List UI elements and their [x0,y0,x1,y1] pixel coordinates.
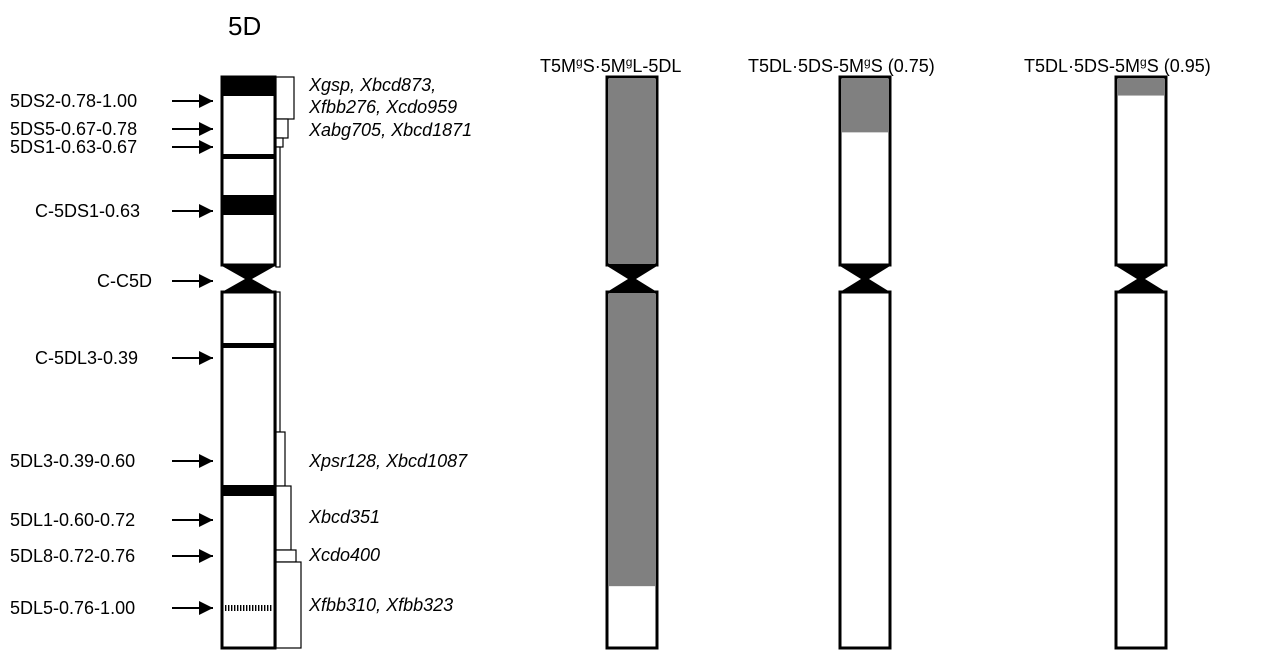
marker-label: Xabg705, Xbcd1871 [308,120,472,140]
ref-band-2 [222,154,275,159]
chromosome-title: T5DL·5DS-5MgS (0.75) [748,55,935,76]
bin-label: C-5DS1-0.63 [35,201,140,221]
short-arm-outline [605,75,659,267]
bin-label: 5DS1-0.63-0.67 [10,137,137,157]
bin-bar-5DL3 [275,431,286,487]
marker-label: Xcdo400 [308,545,380,565]
main-title: 5D [228,11,261,41]
chromosome-title: T5MgS·5MgL-5DL [540,55,681,76]
alien-segment-short [609,79,655,263]
ref-band-4 [222,343,275,348]
long-arm [1114,290,1168,650]
bin-label: 5DS5-0.67-0.78 [10,119,137,139]
marker-label: Xpsr128, Xbcd1087 [308,451,468,471]
bin-bar-5DS2 [275,76,295,120]
bin-bar-5DL1 [275,485,292,551]
short-arm-outline [838,75,892,267]
marker-label: Xgsp, Xbcd873, [308,75,436,95]
bin-labels: 5DS2-0.78-1.00 5DS5-0.67-0.78 5DS1-0.63-… [10,91,213,618]
alien-segment-short [842,79,888,133]
short-arm [1114,75,1168,267]
bin-bar-5DS5 [275,118,289,139]
centromere [840,266,890,292]
ref-centromere [222,266,275,292]
bin-label: C-5DL3-0.39 [35,348,138,368]
ref-band-hatched [224,605,273,611]
centromere [607,266,657,292]
bin-label: 5DL3-0.39-0.60 [10,451,135,471]
ref-band-3 [222,195,275,215]
bin-label: 5DL8-0.72-0.76 [10,546,135,566]
bin-bar-C-5DL3 [275,291,281,433]
bin-label: C-C5D [97,271,152,291]
ref-long-arm [220,290,277,650]
reference-chromosome [220,75,277,650]
ref-band-5 [222,485,275,496]
bin-bar-C-5DS1 [275,146,281,268]
marker-label: Xfbb310, Xfbb323 [308,595,453,615]
ref-short-arm [220,75,277,267]
marker-label: Xbcd351 [308,507,380,527]
bin-label: 5DL5-0.76-1.00 [10,598,135,618]
translocation-chromosome [838,75,892,650]
bin-bar-5DS1 [275,137,284,148]
long-arm-outline [605,290,659,650]
short-arm-outline [1114,75,1168,267]
long-arm [838,290,892,650]
marker-labels: Xgsp, Xbcd873, Xfbb276, Xcdo959 Xabg705,… [308,75,472,615]
deletion-bins [275,76,302,649]
bin-bar-5DL5 [275,561,302,649]
translocation-chromosome [605,75,659,650]
ref-band-1 [222,77,275,96]
alien-segment-long [609,294,655,587]
marker-label: Xfbb276, Xcdo959 [308,97,457,117]
bin-bar-5DL8 [275,549,297,563]
translocation-chromosome [1114,75,1168,650]
centromere [1116,266,1166,292]
bin-label: 5DS2-0.78-1.00 [10,91,137,111]
alien-segment-short [1118,79,1164,96]
chromosome-title: T5DL·5DS-5MgS (0.95) [1024,55,1211,76]
bin-label: 5DL1-0.60-0.72 [10,510,135,530]
